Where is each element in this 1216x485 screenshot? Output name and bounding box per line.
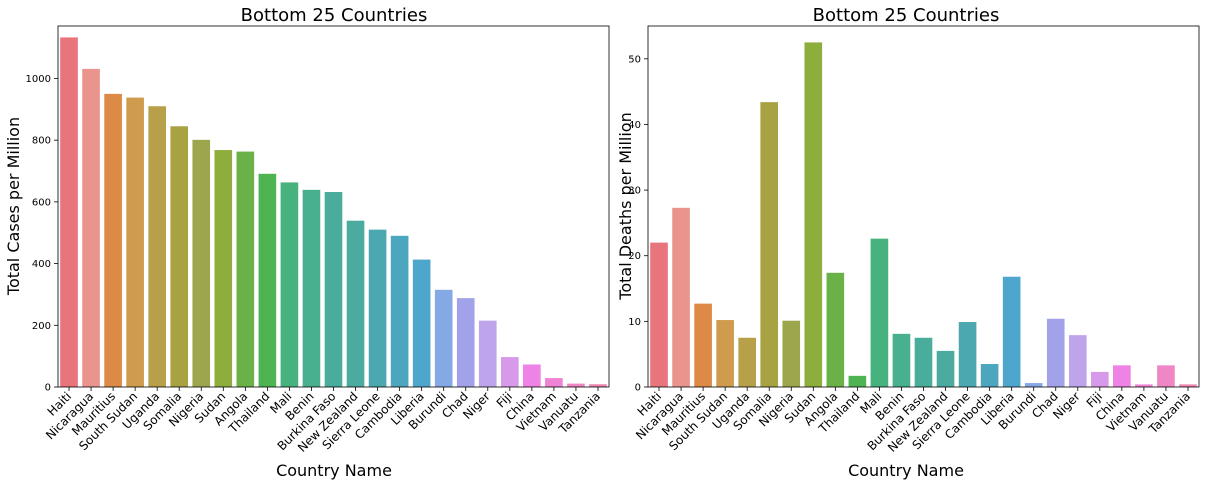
- bar: [60, 37, 78, 388]
- bar: [324, 192, 343, 387]
- y-tick-label: 400: [32, 259, 51, 270]
- bar: [412, 259, 431, 387]
- chart-title: Bottom 25 Countries: [241, 5, 428, 26]
- bar: [980, 364, 999, 387]
- bar: [192, 139, 211, 387]
- bar: [914, 337, 933, 387]
- bar: [456, 298, 475, 387]
- y-tick-label: 600: [32, 197, 51, 208]
- bar: [1068, 335, 1087, 387]
- bar: [958, 322, 977, 387]
- bar: [848, 375, 867, 387]
- plot-frame: [647, 25, 1200, 388]
- y-tick-label: 40: [628, 120, 641, 131]
- y-ticks: 0 200 400 600 800 1000: [26, 74, 58, 394]
- bar: [650, 242, 668, 387]
- y-tick-label: 50: [628, 54, 641, 65]
- bars: [650, 42, 1197, 387]
- y-tick-label: 30: [628, 186, 641, 197]
- bar: [589, 384, 607, 387]
- bar: [1157, 365, 1175, 387]
- y-tick-label: 0: [635, 383, 641, 394]
- y-tick-label: 20: [628, 251, 641, 262]
- bar: [390, 235, 409, 387]
- bar: [1179, 384, 1197, 387]
- bar: [434, 289, 453, 387]
- bar: [302, 189, 321, 387]
- bar: [280, 182, 299, 387]
- bar: [258, 173, 277, 387]
- bar: [1135, 384, 1153, 387]
- y-tick-label: 800: [32, 136, 51, 147]
- bar: [738, 337, 756, 387]
- bars: [60, 37, 607, 388]
- bar: [1091, 371, 1109, 387]
- bar: [214, 150, 233, 387]
- bar: [567, 383, 585, 387]
- bar: [368, 229, 387, 387]
- bar: [1046, 318, 1065, 387]
- x-axis-label: Country Name: [848, 461, 964, 480]
- x-axis-label: Country Name: [276, 461, 392, 480]
- bar: [170, 126, 189, 387]
- y-ticks: 0 10 20 30 40 50: [628, 54, 648, 394]
- y-tick-label: 10: [628, 317, 641, 328]
- bar: [148, 106, 166, 387]
- bar: [523, 364, 541, 387]
- bar: [346, 220, 365, 387]
- bar: [478, 320, 497, 387]
- bar: [804, 42, 823, 387]
- chart-title: Bottom 25 Countries: [813, 5, 1000, 26]
- bar: [501, 357, 519, 387]
- y-axis-label: Total Deaths per Million: [616, 112, 635, 300]
- y-axis-label: Total Cases per Million: [4, 117, 23, 296]
- bar: [870, 238, 889, 387]
- bar: [694, 303, 712, 387]
- bar: [1002, 276, 1021, 387]
- bar: [936, 350, 955, 387]
- bar: [1113, 365, 1131, 387]
- deaths-chart: Bottom 25 Countries Total Deaths per Mil…: [616, 5, 1200, 480]
- y-tick-label: 1000: [26, 74, 51, 85]
- plot-frame: [57, 25, 610, 388]
- bar: [104, 93, 122, 387]
- bar: [1024, 383, 1043, 387]
- bar: [236, 151, 255, 387]
- bar: [82, 68, 100, 387]
- bar: [716, 320, 734, 387]
- bar: [782, 320, 801, 387]
- bar: [892, 333, 911, 387]
- y-tick-label: 200: [32, 321, 51, 332]
- bar: [826, 272, 845, 387]
- bar: [672, 207, 690, 387]
- bar: [126, 97, 144, 387]
- bar: [545, 378, 563, 387]
- cases-chart: Bottom 25 Countries Total Cases per Mill…: [4, 5, 610, 480]
- bar: [760, 102, 779, 387]
- y-tick-label: 0: [45, 383, 51, 394]
